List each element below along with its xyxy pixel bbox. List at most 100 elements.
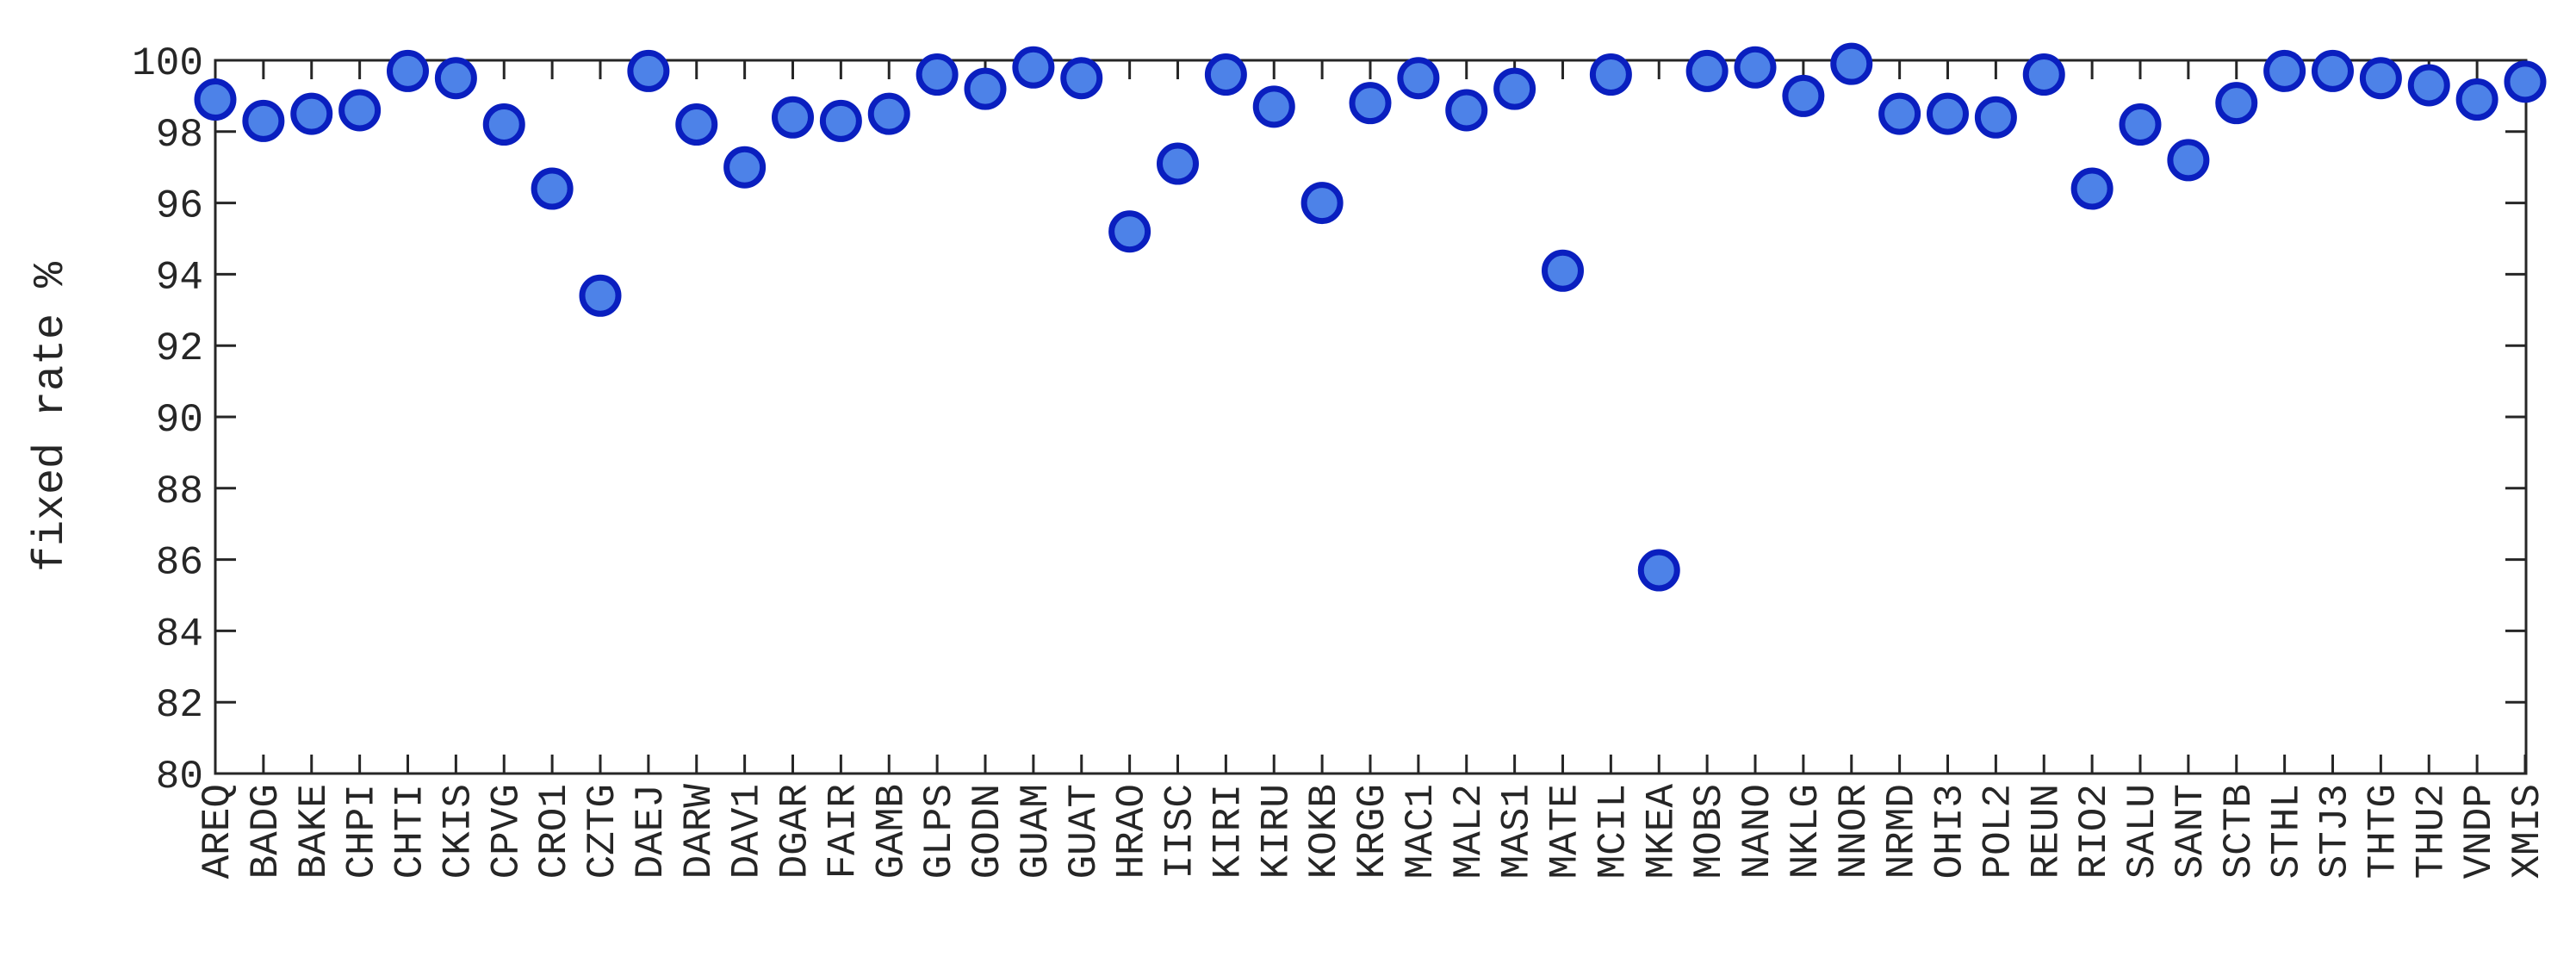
x-tick-label: REUN: [2024, 784, 2069, 879]
data-point: [964, 67, 1007, 110]
data-point: [434, 57, 477, 100]
y-tick-label: 84: [156, 612, 203, 656]
y-tick-label: 100: [132, 41, 203, 86]
x-tick-label: KIRU: [1254, 784, 1299, 879]
x-tick-label: GUAM: [1014, 784, 1058, 879]
data-point: [2119, 103, 2162, 146]
data-point: [2070, 167, 2114, 210]
data-point: [723, 146, 767, 189]
y-axis-label: fixed rate %: [27, 261, 76, 572]
x-tick-label: NKLG: [1784, 784, 1828, 879]
data-point: [531, 167, 574, 210]
x-tick-label: SCTB: [2217, 784, 2262, 879]
data-point: [1542, 249, 1584, 292]
x-tick-label: FAIR: [821, 784, 866, 879]
data-point: [1012, 46, 1055, 89]
data-point: [1637, 549, 1680, 592]
x-tick-label: CZTG: [580, 784, 625, 879]
x-tick-label: DARW: [677, 784, 722, 879]
data-point: [1589, 53, 1632, 96]
data-point: [1830, 42, 1873, 85]
x-tick-label: OHI3: [1928, 784, 1973, 879]
x-tick-label: NNOR: [1832, 784, 1877, 879]
x-tick-label: RIO2: [2072, 784, 2117, 879]
data-point: [1204, 53, 1247, 96]
data-point: [1974, 96, 2017, 139]
x-tick-label: KRGG: [1350, 784, 1395, 879]
x-tick-label: MKEA: [1639, 784, 1684, 879]
x-tick-label: GAMB: [869, 784, 914, 879]
x-tick-label: IISC: [1158, 784, 1203, 879]
y-tick-label: 86: [156, 541, 203, 586]
data-point: [482, 103, 525, 146]
data-point: [1157, 142, 1199, 185]
data-point: [2022, 53, 2065, 96]
points-layer: [194, 42, 2547, 592]
data-point: [627, 49, 670, 92]
x-tick-label: BADG: [244, 784, 289, 879]
x-tick-label: DAEJ: [629, 784, 673, 879]
data-point: [1300, 182, 1344, 225]
data-point: [1878, 92, 1921, 135]
data-point: [2504, 60, 2547, 103]
data-point: [1493, 67, 1536, 110]
data-point: [1349, 82, 1392, 125]
data-point: [675, 103, 718, 146]
x-tick-label: GUAT: [1062, 784, 1107, 879]
data-point: [1734, 46, 1777, 89]
data-point: [1108, 210, 1151, 253]
x-tick-label: POL2: [1976, 784, 2020, 879]
x-tick-label: BAKE: [292, 784, 337, 879]
data-point: [1927, 92, 1969, 135]
data-point: [772, 96, 814, 139]
x-tick-label: NANO: [1735, 784, 1780, 879]
x-tick-label: THU2: [2409, 784, 2454, 879]
y-tick-label: 88: [156, 469, 203, 514]
plot-frame: [214, 59, 2528, 775]
x-tick-label: SALU: [2120, 784, 2165, 879]
y-tick-label: 98: [156, 113, 203, 158]
x-tick-label: MAC1: [1399, 784, 1443, 879]
x-tick-label: CRO1: [532, 784, 577, 879]
x-tick-label: CHTI: [388, 784, 433, 879]
x-tick-label: THTG: [2361, 784, 2405, 879]
data-point: [2263, 49, 2306, 92]
x-tick-label: HRAO: [1110, 784, 1155, 879]
data-point: [916, 53, 959, 96]
data-point: [1397, 57, 1440, 100]
x-tick-label: VNDP: [2457, 784, 2502, 879]
data-point: [1252, 85, 1295, 128]
x-tick-label: MATE: [1543, 784, 1588, 879]
x-tick-label: SANT: [2169, 784, 2213, 879]
y-tick-label: 96: [156, 184, 203, 229]
data-point: [819, 99, 862, 142]
x-tick-label: DAV1: [725, 784, 770, 879]
data-point: [194, 78, 237, 121]
x-tick-label: MAS1: [1495, 784, 1540, 879]
x-tick-label: MOBS: [1687, 784, 1732, 879]
x-tick-label: GLPS: [917, 784, 962, 879]
x-tick-label: AREQ: [196, 784, 240, 879]
y-tick-label: 92: [156, 326, 203, 371]
data-point: [290, 92, 333, 135]
data-point: [2312, 49, 2354, 92]
x-tick-label: KOKB: [1302, 784, 1347, 879]
data-point: [2359, 57, 2402, 100]
x-tick-label: KIRI: [1206, 784, 1251, 879]
data-point: [1445, 89, 1488, 132]
data-point: [387, 49, 429, 92]
data-point: [2407, 64, 2450, 107]
data-point: [2167, 139, 2210, 182]
data-point: [579, 274, 622, 317]
data-point: [242, 99, 285, 142]
y-tick-label: 82: [156, 683, 203, 728]
data-point: [1685, 49, 1729, 92]
x-tick-label: GODN: [965, 784, 1010, 879]
x-tick-label: MAL2: [1447, 784, 1492, 879]
x-tick-label: XMIS: [2505, 784, 2550, 879]
y-tick-label: 94: [156, 255, 203, 300]
data-point: [2215, 82, 2258, 125]
